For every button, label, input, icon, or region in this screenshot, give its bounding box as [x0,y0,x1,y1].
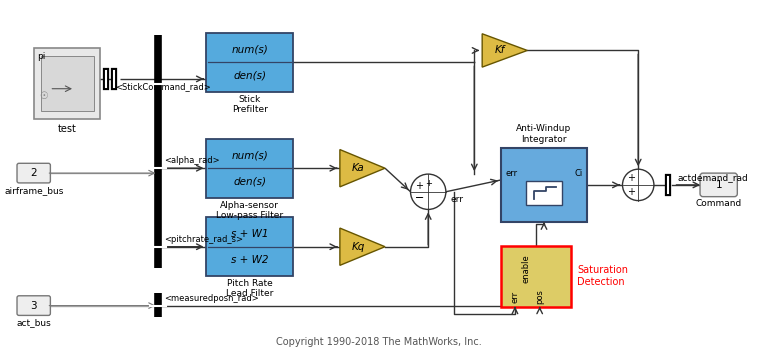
FancyBboxPatch shape [207,139,293,198]
Text: den(s): den(s) [233,176,266,186]
Text: Ci: Ci [574,169,582,178]
Text: +: + [415,180,423,190]
Text: pi: pi [37,52,46,62]
Circle shape [410,174,446,209]
Text: Stick
Prefilter: Stick Prefilter [232,95,268,114]
FancyBboxPatch shape [17,296,50,315]
Polygon shape [482,34,527,67]
Text: 2: 2 [31,168,37,178]
Text: −: − [415,193,423,203]
Text: Anti-Windup
Integrator: Anti-Windup Integrator [517,124,571,144]
Circle shape [623,169,654,200]
Text: Command: Command [696,199,742,208]
Text: Copyright 1990-2018 The MathWorks, Inc.: Copyright 1990-2018 The MathWorks, Inc. [276,337,482,347]
Text: test: test [58,124,76,134]
Text: Pitch Rate
Lead Filter: Pitch Rate Lead Filter [226,279,273,299]
Text: 3: 3 [31,301,37,311]
Text: <alpha_rad>: <alpha_rad> [164,156,220,165]
Text: <StickCommand_rad>: <StickCommand_rad> [115,82,211,91]
Polygon shape [340,228,385,265]
FancyBboxPatch shape [207,217,293,276]
Text: Ka: Ka [352,163,364,173]
FancyBboxPatch shape [207,33,293,92]
Text: +: + [627,187,635,197]
Text: err: err [451,195,464,204]
Text: num(s): num(s) [231,44,268,54]
Text: 1: 1 [716,180,722,190]
Text: −: − [414,193,424,203]
Text: pos: pos [535,289,544,304]
Text: airframe_bus: airframe_bus [4,186,63,195]
Text: s + W2: s + W2 [231,255,269,265]
Text: actdemand_rad: actdemand_rad [678,173,749,182]
Text: ☉: ☉ [39,91,48,101]
Text: act_bus: act_bus [16,318,51,327]
Text: <pitchrate_rad_s>: <pitchrate_rad_s> [164,235,243,244]
FancyBboxPatch shape [17,163,50,183]
FancyBboxPatch shape [501,246,571,306]
Text: Alpha-sensor
Low-pass Filter: Alpha-sensor Low-pass Filter [216,200,283,220]
Text: err: err [510,291,520,303]
Text: Kf: Kf [495,45,505,55]
FancyBboxPatch shape [34,48,101,119]
FancyBboxPatch shape [700,173,737,197]
FancyBboxPatch shape [526,181,562,204]
Text: <measuredposn_rad>: <measuredposn_rad> [164,294,259,303]
Text: +: + [627,173,635,183]
Text: enable: enable [521,254,530,283]
Polygon shape [340,150,385,187]
Text: s + W1: s + W1 [231,229,269,239]
Text: err: err [506,169,518,178]
FancyBboxPatch shape [501,147,588,222]
Text: +: + [425,179,432,188]
Text: Saturation
Detection: Saturation Detection [578,265,629,287]
Text: num(s): num(s) [231,150,268,160]
Text: den(s): den(s) [233,70,266,80]
Text: Kq: Kq [351,242,365,252]
FancyBboxPatch shape [40,56,94,111]
